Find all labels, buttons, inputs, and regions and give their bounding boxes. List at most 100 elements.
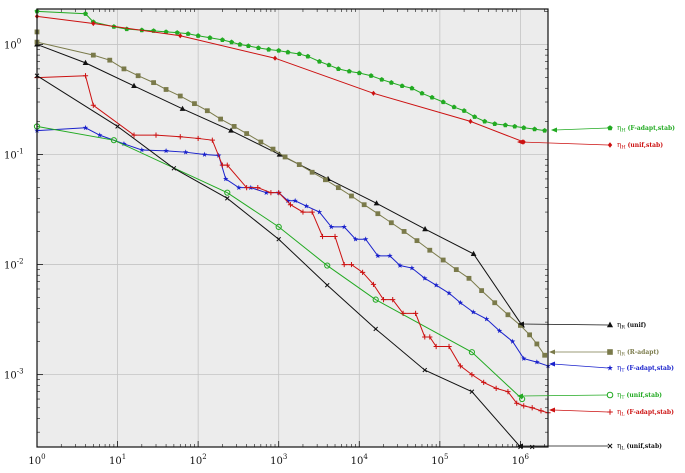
y-tick-label-1: 10-1	[4, 148, 24, 162]
data-point	[492, 121, 498, 126]
data-point	[171, 165, 177, 171]
data-point	[453, 267, 459, 273]
data-point	[371, 90, 376, 96]
data-point	[451, 104, 457, 110]
data-point	[361, 202, 367, 208]
legend-desc: (unif,stab)	[627, 443, 663, 450]
data-point	[163, 147, 169, 154]
data-point	[457, 299, 464, 306]
data-point	[163, 29, 169, 35]
data-point	[324, 282, 330, 288]
data-point	[400, 310, 406, 317]
data-point	[468, 118, 473, 124]
data-point	[349, 193, 354, 199]
data-point	[527, 332, 532, 338]
plot-area	[37, 9, 548, 447]
data-point	[270, 146, 276, 152]
data-point	[521, 403, 527, 409]
data-point	[90, 102, 96, 108]
data-point	[285, 197, 291, 204]
data-point	[483, 316, 490, 322]
x-tick-exp: 2	[202, 453, 206, 461]
legend-entry-etaL_fadapt: ηL (F-adapt,stab)	[549, 407, 674, 418]
data-point	[481, 379, 487, 385]
data-point	[502, 122, 508, 128]
data-point	[121, 66, 127, 72]
x-axis-tick-labels: 100 101 102 103 104 105 106	[28, 453, 529, 467]
data-point	[90, 52, 96, 58]
data-point	[255, 185, 261, 191]
legend-marker	[607, 443, 613, 449]
data-point	[532, 126, 538, 132]
gridlines	[36, 9, 548, 447]
x-tick-base: 10	[351, 456, 364, 467]
data-point	[457, 363, 464, 369]
data-point	[268, 190, 274, 196]
data-point	[201, 151, 208, 157]
x-tick-exp: 5	[444, 453, 448, 461]
legend-symbol: η	[617, 348, 621, 356]
plot-frame	[36, 8, 549, 448]
x-tick-label-1: 101	[109, 453, 126, 467]
data-point	[139, 147, 145, 153]
data-point	[195, 135, 201, 142]
legend-subscript: R	[621, 352, 625, 358]
data-point	[341, 261, 347, 268]
y-tick-exp: -2	[17, 258, 24, 266]
legend-label-etaT_unif: ηT (unif,stab)	[617, 391, 662, 401]
x-tick-exp: 6	[525, 453, 530, 461]
data-point	[542, 127, 548, 133]
data-point	[512, 123, 518, 129]
legend-symbol: η	[617, 408, 621, 416]
data-point	[472, 114, 478, 119]
data-point	[305, 53, 311, 59]
data-point	[182, 149, 189, 155]
data-point	[538, 408, 544, 414]
legend-connector	[552, 409, 609, 413]
data-point	[83, 11, 88, 16]
x-tick-label-3: 103	[270, 453, 287, 467]
legend-marker	[607, 349, 613, 355]
data-point	[335, 185, 341, 191]
data-point	[409, 85, 415, 91]
data-point	[237, 41, 243, 47]
legend-desc: (R-adapt)	[627, 349, 659, 356]
legend-entry-etaT_fadapt: ηT (F-adapt,stab)	[549, 361, 674, 374]
data-point	[414, 238, 420, 244]
legend-label-etaL_fadapt: ηL (F-adapt,stab)	[617, 408, 674, 418]
data-point	[303, 203, 310, 209]
data-point	[224, 196, 230, 201]
data-point	[178, 33, 183, 39]
data-point	[360, 269, 366, 275]
data-point	[505, 312, 511, 318]
data-point	[185, 31, 191, 36]
data-point	[372, 296, 379, 303]
legend-desc: (unif,stab)	[627, 392, 663, 399]
legend-subscript: H	[621, 145, 626, 151]
legend-symbol: η	[617, 321, 621, 329]
data-point	[469, 389, 475, 394]
legend-entry-etaR_radapt: ηR (R-adapt)	[549, 348, 659, 358]
data-point	[375, 211, 381, 217]
y-tick-base: 10	[4, 151, 17, 162]
x-tick-label-5: 105	[431, 453, 448, 467]
data-point	[352, 236, 359, 242]
x-tick-base: 10	[270, 456, 283, 467]
legend-symbol: η	[617, 442, 621, 450]
legend-desc: (F-adapt,stab)	[627, 409, 675, 416]
data-point	[529, 405, 535, 411]
legend-marker	[606, 391, 614, 399]
legend-label-etaH_fadapt: ηH (F-adapt,stab)	[617, 124, 675, 134]
data-point	[422, 225, 428, 232]
data-point	[518, 323, 523, 328]
data-point	[433, 343, 439, 350]
data-point	[493, 385, 499, 391]
data-point	[224, 162, 230, 168]
data-point	[218, 116, 223, 122]
legend-marker	[607, 409, 613, 415]
data-point	[228, 127, 234, 133]
data-point	[409, 265, 415, 271]
data-point	[177, 93, 183, 99]
data-point	[151, 80, 156, 86]
